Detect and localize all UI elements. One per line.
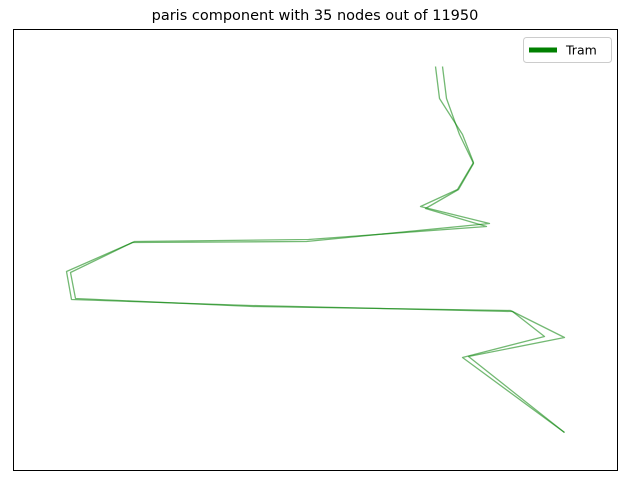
chart-title: paris component with 35 nodes out of 119… [151, 8, 479, 24]
legend: Tram [523, 37, 612, 63]
axes-frame [13, 29, 618, 471]
legend-box [523, 37, 612, 63]
series-line-tram-1 [65, 66, 565, 434]
legend-label-tram: Tram [565, 43, 597, 58]
series-layer [65, 66, 566, 434]
series-line-tram-2 [69, 66, 566, 434]
